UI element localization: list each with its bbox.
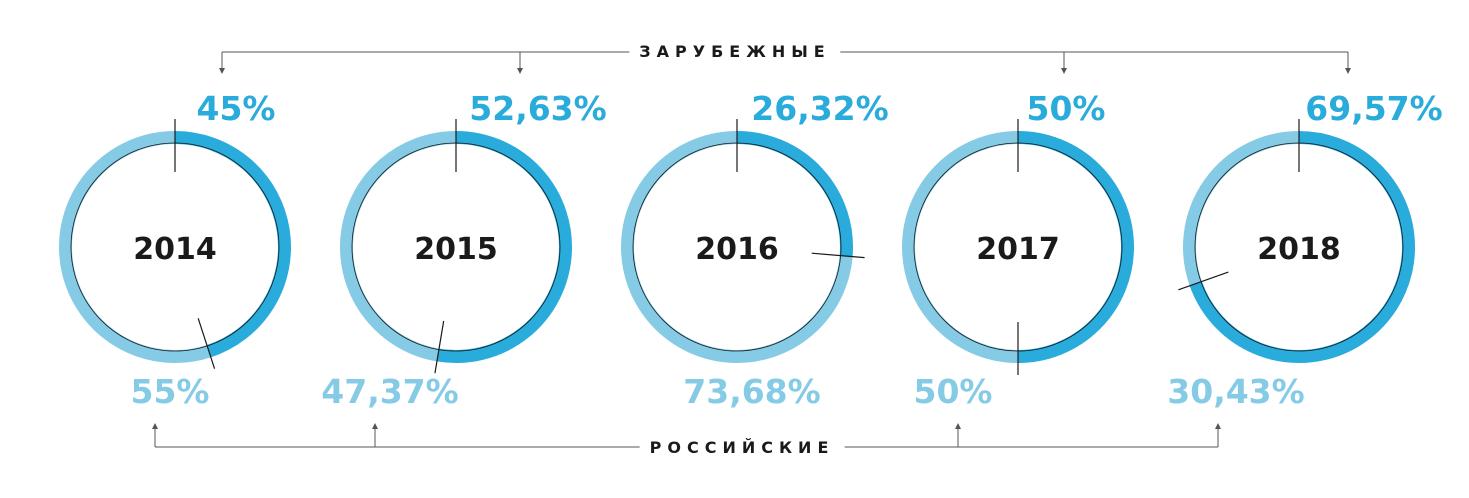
foreign-share-arc [174,131,291,358]
domestic-share-arc [621,131,853,363]
divider-split [197,318,216,369]
domestic-category-label: РОССИЙСКИЕ [639,438,845,458]
domestic-bracket-arrow [955,423,961,429]
divider-split [1178,271,1229,291]
divider-split [434,320,445,374]
domestic-percent-label: 73,68% [683,372,820,411]
foreign-bracket-arrow [1345,68,1351,74]
domestic-percent-label: 50% [914,372,993,411]
domestic-percent-label: 30,43% [1167,372,1304,411]
foreign-percent-label: 26,32% [751,89,888,128]
year-label: 2015 [414,232,498,267]
foreign-percent-label: 52,63% [469,89,606,128]
divider-split [811,252,865,259]
year-label: 2016 [695,232,779,267]
domestic-percent-label: 55% [131,372,210,411]
foreign-share-arc [1017,131,1134,363]
foreign-percent-label: 50% [1027,89,1106,128]
domestic-share-arc [59,131,211,363]
year-label: 2018 [1257,232,1341,267]
foreign-bracket-arrow [219,68,225,74]
foreign-share-arc [1189,131,1415,363]
foreign-percent-label: 69,57% [1305,89,1442,128]
foreign-bracket-arrow [1061,68,1067,74]
year-label: 2017 [976,232,1060,267]
foreign-share-arc [736,131,853,257]
domestic-bracket-arrow [152,423,158,429]
domestic-share-arc [340,131,457,362]
domestic-share-arc [902,131,1019,363]
domestic-percent-label: 47,37% [321,372,458,411]
foreign-share-arc [436,131,572,363]
domestic-bracket-arrow [372,423,378,429]
domestic-share-arc [1183,131,1300,286]
foreign-bracket-arrow [517,68,523,74]
foreign-category-label: ЗАРУБЕЖНЫЕ [629,42,841,62]
year-label: 2014 [133,232,217,267]
domestic-bracket-arrow [1215,423,1221,429]
foreign-percent-label: 45% [197,89,276,128]
